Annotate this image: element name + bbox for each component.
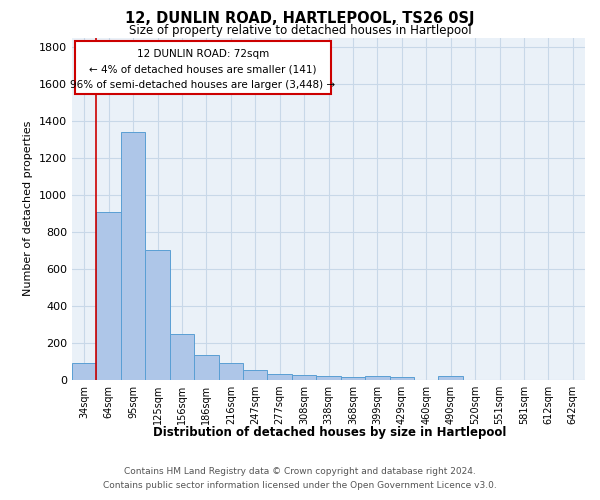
- Bar: [194, 355, 218, 380]
- Bar: [292, 376, 316, 380]
- Bar: [439, 376, 463, 380]
- Text: 96% of semi-detached houses are larger (3,448) →: 96% of semi-detached houses are larger (…: [70, 80, 335, 90]
- Bar: [97, 212, 121, 380]
- Text: Contains HM Land Registry data © Crown copyright and database right 2024.: Contains HM Land Registry data © Crown c…: [124, 467, 476, 476]
- Bar: [243, 370, 268, 380]
- Bar: [170, 334, 194, 380]
- Bar: [389, 377, 414, 380]
- Text: Contains public sector information licensed under the Open Government Licence v3: Contains public sector information licen…: [103, 480, 497, 490]
- Text: Distribution of detached houses by size in Hartlepool: Distribution of detached houses by size …: [154, 426, 506, 439]
- Text: Size of property relative to detached houses in Hartlepool: Size of property relative to detached ho…: [128, 24, 472, 37]
- Bar: [121, 132, 145, 380]
- Text: 12, DUNLIN ROAD, HARTLEPOOL, TS26 0SJ: 12, DUNLIN ROAD, HARTLEPOOL, TS26 0SJ: [125, 11, 475, 26]
- Bar: [72, 364, 97, 380]
- Bar: [218, 364, 243, 380]
- Text: 12 DUNLIN ROAD: 72sqm: 12 DUNLIN ROAD: 72sqm: [137, 50, 269, 59]
- Bar: [365, 376, 389, 380]
- Bar: [145, 250, 170, 380]
- FancyBboxPatch shape: [74, 41, 331, 94]
- Y-axis label: Number of detached properties: Number of detached properties: [23, 121, 34, 296]
- Bar: [341, 377, 365, 380]
- Text: ← 4% of detached houses are smaller (141): ← 4% of detached houses are smaller (141…: [89, 64, 317, 74]
- Bar: [316, 376, 341, 380]
- Bar: [268, 374, 292, 380]
